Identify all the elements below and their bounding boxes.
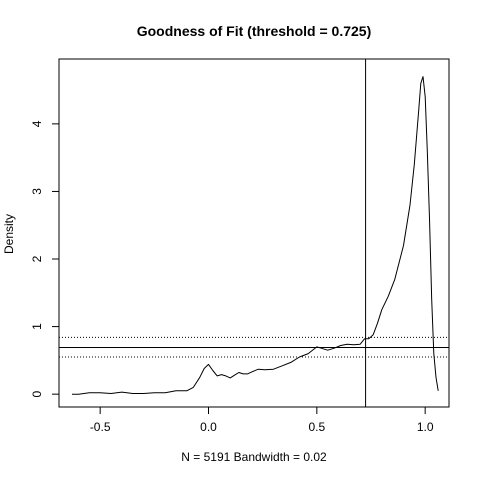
y-axis: 0 1 2 3 4 bbox=[30, 120, 60, 398]
y-tick-label: 3 bbox=[30, 188, 44, 195]
y-tick-label: 1 bbox=[30, 323, 44, 330]
x-tick-label: -0.5 bbox=[90, 420, 111, 434]
y-tick-label: 2 bbox=[30, 255, 44, 262]
x-tick-label: 0.0 bbox=[200, 420, 217, 434]
y-axis-label: Density bbox=[2, 214, 16, 254]
reference-lines bbox=[59, 59, 449, 407]
plot-frame bbox=[58, 58, 450, 408]
x-axis: -0.5 0.0 0.5 1.0 bbox=[90, 406, 434, 434]
y-tick-label: 0 bbox=[30, 391, 44, 398]
y-tick-label: 4 bbox=[30, 120, 44, 127]
density-series bbox=[72, 76, 439, 395]
x-tick-label: 1.0 bbox=[417, 420, 434, 434]
chart-title: Goodness of Fit (threshold = 0.725) bbox=[137, 23, 372, 39]
density-curve-0 bbox=[72, 76, 439, 395]
x-axis-label: N = 5191 Bandwidth = 0.02 bbox=[181, 450, 327, 464]
x-tick-label: 0.5 bbox=[308, 420, 325, 434]
